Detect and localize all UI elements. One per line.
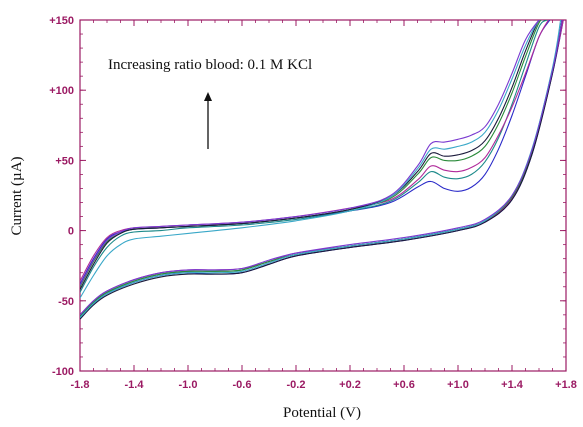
x-tick-label: +1.4 bbox=[501, 379, 524, 391]
x-tick-label: +1.8 bbox=[555, 379, 577, 391]
x-tick-label: +1.0 bbox=[447, 379, 469, 391]
annotation-text: Increasing ratio blood: 0.1 M KCl bbox=[108, 57, 312, 73]
y-axis-title: Current (µA) bbox=[9, 156, 25, 235]
series-4-cathodic-sweep bbox=[80, 20, 563, 317]
y-tick-label: -50 bbox=[58, 296, 74, 308]
y-tick-label: +50 bbox=[55, 155, 74, 167]
x-axis-title: Potential (V) bbox=[283, 405, 361, 421]
x-tick-label: +0.6 bbox=[393, 379, 415, 391]
y-tick-label: +100 bbox=[49, 85, 74, 97]
x-tick-label: -0.6 bbox=[233, 379, 252, 391]
increase-arrow bbox=[204, 92, 212, 149]
series-5-anodic-sweep bbox=[80, 20, 545, 290]
x-tick-label: +0.2 bbox=[339, 379, 361, 391]
series-7-anodic-sweep bbox=[80, 20, 543, 286]
x-tick-label: -1.0 bbox=[179, 379, 198, 391]
x-axis-ticks: -1.8 -1.4 -1.0 -0.6 -0.2 +0.2 +0.6 +1.0 +1.4 +1.8 bbox=[71, 20, 577, 391]
y-tick-label: +150 bbox=[49, 15, 74, 27]
series-5-cathodic-sweep bbox=[80, 20, 563, 320]
y-tick-label: -100 bbox=[52, 366, 74, 378]
series-7-cathodic-sweep bbox=[80, 20, 563, 316]
x-tick-label: -1.8 bbox=[71, 379, 90, 391]
series-6-anodic-sweep bbox=[80, 20, 544, 299]
y-tick-label: 0 bbox=[68, 226, 74, 238]
series-1-anodic-sweep bbox=[80, 20, 551, 285]
series-3-anodic-sweep bbox=[80, 20, 549, 282]
series-layer bbox=[80, 20, 564, 320]
y-axis-ticks: -100 -50 0 +50 +100 +150 bbox=[49, 15, 566, 378]
x-tick-label: -1.4 bbox=[125, 379, 145, 391]
x-tick-label: -0.2 bbox=[287, 379, 306, 391]
